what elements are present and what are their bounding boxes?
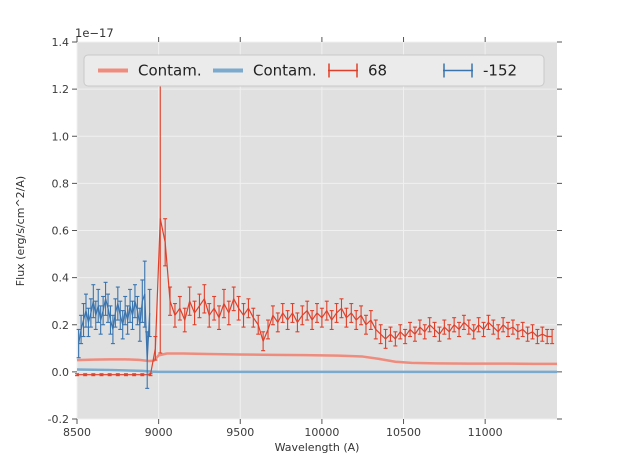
x-tick-label: 9500 [226,426,254,439]
series-0-Contam [76,352,557,366]
y-tick-label: -0.2 [48,413,69,426]
y-tick-label: 1.2 [52,83,70,96]
legend-box [83,54,545,87]
x-tick-labels: 8500 9000 9500 10000 10500 11000 [63,426,503,439]
y-tick-label: 0.0 [52,366,70,379]
legend-entry-0: Contam. [98,62,202,80]
plot-root: 8500 9000 9500 10000 10500 11000 -0.2 0.0 0.2 0.4… [48,36,562,439]
y-tick-label: 0.8 [52,177,70,190]
y-axis-label: Flux (erg/s/cm^2/A) [14,176,27,286]
y-tick-label: 1.0 [52,130,70,143]
legend-label: 68 [368,62,387,80]
x-axis-label: Wavelength (A) [275,441,360,454]
y-tick-label: 0.6 [52,225,70,238]
x-tick-label: 9000 [145,426,173,439]
series-3--152 [76,260,152,389]
legend-entry-1: Contam. [213,62,317,80]
legend: Contam. Contam. 68 -152 [83,54,545,87]
series-1-Contam [76,368,557,374]
x-tick-label: 8500 [63,426,91,439]
legend-entry-3: -152 [443,62,517,80]
legend-label: Contam. [138,62,202,80]
x-tick-label: 10000 [304,426,339,439]
series-2-68 [75,83,555,377]
legend-label: -152 [483,62,517,80]
axis-ticks [72,37,562,424]
y-tick-label: 0.4 [52,272,70,285]
x-tick-label: 11000 [468,426,503,439]
legend-entry-2: 68 [328,62,387,80]
y-tick-label: 0.2 [52,319,70,332]
y-axis-offset-text: 1e−17 [75,26,114,40]
legend-label: Contam. [253,62,317,80]
y-tick-label: 1.4 [52,36,70,49]
y-tick-labels: -0.2 0.0 0.2 0.4 0.6 0.8 1.0 1.2 1.4 [48,36,69,426]
x-tick-label: 10500 [386,426,421,439]
